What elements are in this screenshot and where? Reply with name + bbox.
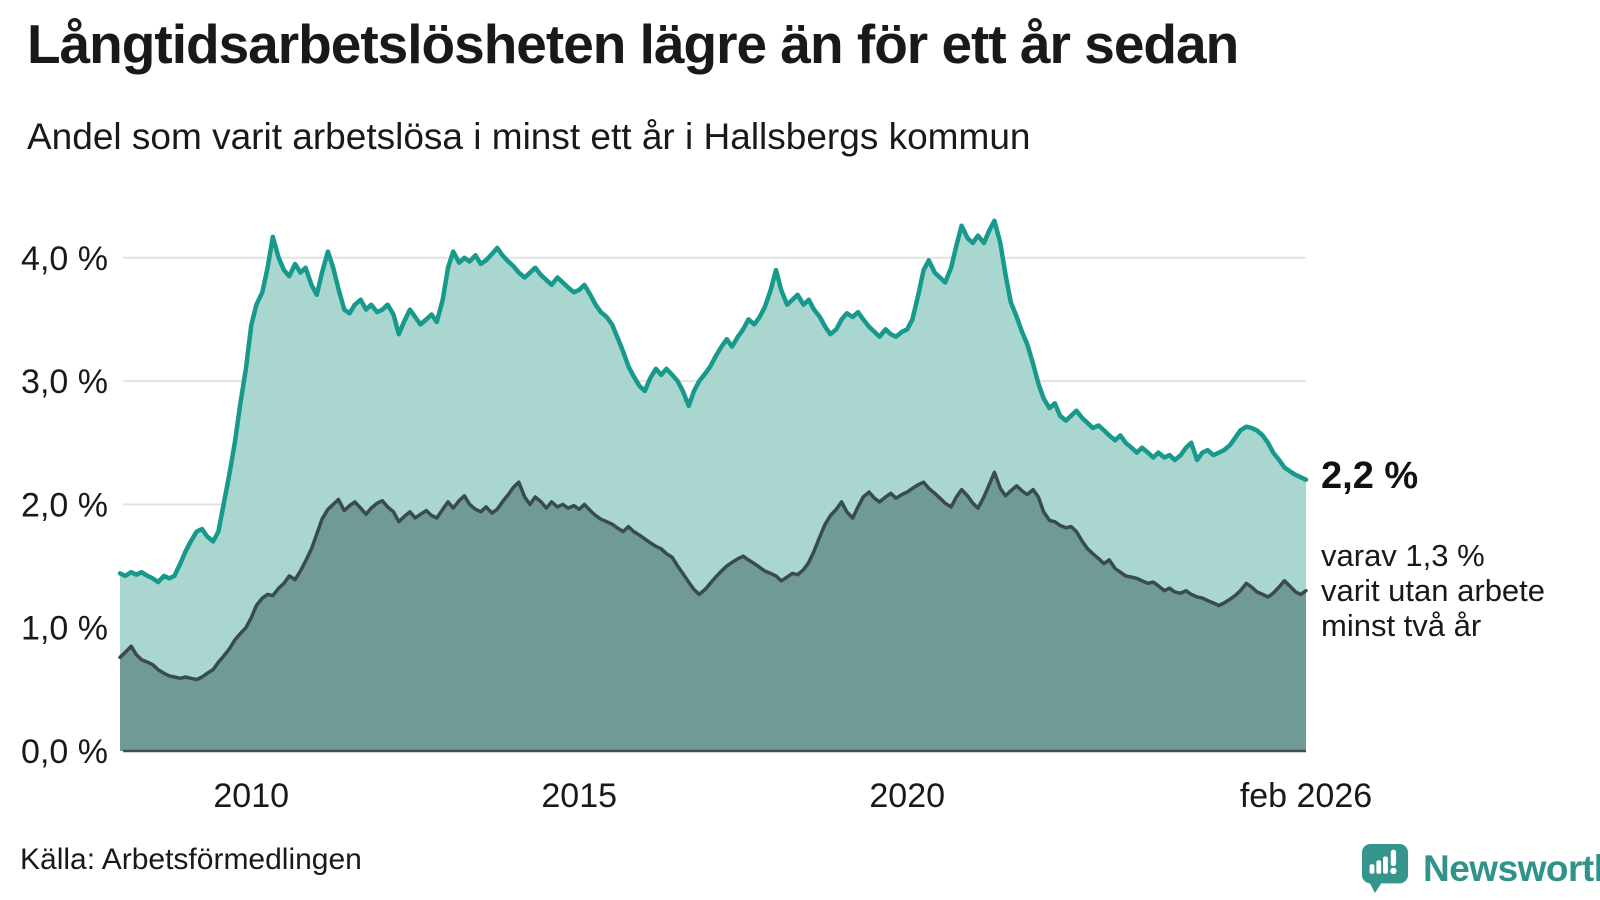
x-tick-label: 2015 — [541, 777, 617, 815]
x-tick-label: 2020 — [869, 777, 945, 815]
y-tick-label: 4,0 % — [21, 240, 108, 278]
line-series-1 — [117, 218, 1309, 585]
x-tick-label: feb 2026 — [1240, 777, 1372, 815]
line-series-2 — [118, 470, 1308, 682]
area-series-2 — [120, 472, 1306, 751]
end-value-label: 2,2 % — [1321, 455, 1419, 497]
y-tick-label: 1,0 % — [21, 610, 108, 648]
newsworthy-logo-text: Newsworthy — [1423, 848, 1600, 889]
y-tick-label: 0,0 % — [21, 733, 108, 771]
chart-subtitle: Andel som varit arbetslösa i minst ett å… — [27, 116, 1031, 157]
source-label: Källa: Arbetsförmedlingen — [20, 843, 362, 876]
bar-chart-bubble-icon — [1361, 844, 1409, 894]
y-tick-label: 3,0 % — [21, 363, 108, 401]
y-tick-label: 2,0 % — [21, 486, 108, 524]
x-tick-label: 2010 — [213, 777, 289, 815]
note-label: varav 1,3 % varit utan arbete minst två … — [1321, 538, 1546, 643]
newsworthy-logo: Newsworthy — [1360, 841, 1600, 897]
chart-title: Långtidsarbetslösheten lägre än för ett … — [27, 13, 1239, 75]
